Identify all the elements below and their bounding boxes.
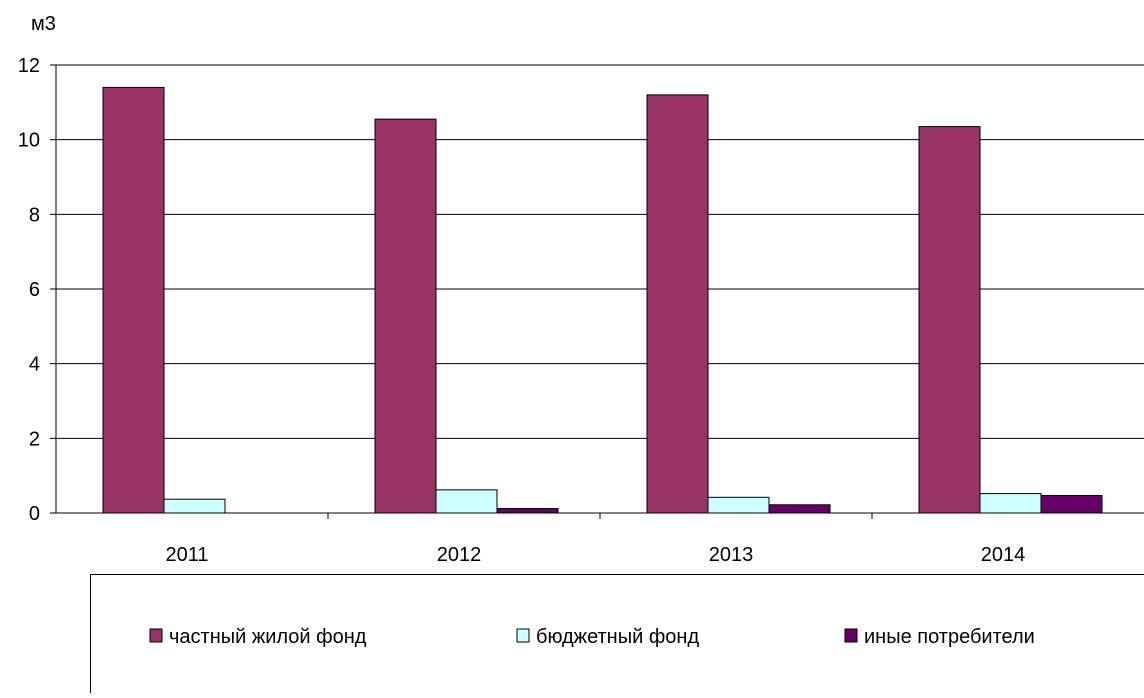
legend-label: бюджетный фонд — [536, 626, 699, 648]
legend-swatch — [845, 629, 857, 642]
axes — [56, 65, 1144, 519]
bar — [1041, 495, 1102, 513]
bar — [436, 490, 497, 513]
legend-label: частный жилой фонд — [169, 626, 367, 648]
bar — [103, 87, 164, 513]
bar — [980, 494, 1041, 513]
bar — [708, 497, 769, 513]
y-tick-label: 2 — [29, 428, 40, 450]
legend-swatch — [150, 629, 162, 642]
x-tick-label: 2011 — [165, 544, 208, 566]
y-tick-label: 6 — [29, 279, 40, 301]
legend-label: иные потребители — [864, 626, 1035, 648]
x-tick-label: 2014 — [981, 544, 1026, 566]
x-tick-label: 2012 — [437, 544, 482, 566]
bar — [647, 95, 708, 513]
y-tick-label: 10 — [18, 130, 40, 152]
bars — [103, 87, 1102, 513]
legend: частный жилой фонд бюджетный фонд иные пот… — [91, 575, 1144, 694]
x-tick-label: 2013 — [709, 544, 754, 566]
bar — [919, 127, 980, 513]
y-axis-unit-label: м3 — [31, 13, 56, 35]
y-tick-label: 0 — [29, 503, 40, 525]
bar — [769, 505, 830, 513]
bar — [497, 509, 558, 513]
bar — [164, 499, 225, 513]
bar — [375, 119, 436, 513]
tick-labels: 0 2 4 6 8 10 12 2011 2012 2013 2014 — [18, 55, 1026, 566]
y-tick-label: 8 — [29, 204, 40, 226]
y-tick-label: 12 — [18, 55, 40, 77]
y-tick-label: 4 — [29, 354, 40, 376]
legend-swatch — [517, 629, 529, 642]
